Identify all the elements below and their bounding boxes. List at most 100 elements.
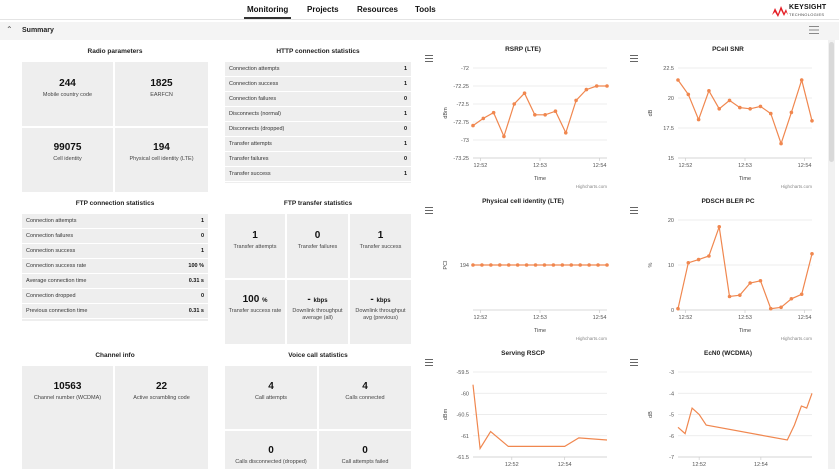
data-point bbox=[768, 306, 773, 311]
scrollbar[interactable] bbox=[828, 40, 835, 469]
y-tick-label: -3 bbox=[669, 370, 674, 376]
stat-label: Transfer failures bbox=[229, 156, 269, 162]
x-tick-label: 12:54 bbox=[593, 315, 607, 321]
stat-row: Connection success 1 bbox=[22, 244, 208, 259]
chart-plot: 194 PCI 12:52 12:53 12:54 Time Highcharts.com bbox=[443, 260, 609, 341]
data-point bbox=[789, 110, 794, 115]
tab-resources[interactable]: Resources bbox=[357, 5, 398, 14]
series-line bbox=[677, 77, 813, 146]
data-point bbox=[727, 294, 732, 299]
data-point bbox=[758, 278, 763, 283]
stat-row: Transfer failures 0 bbox=[225, 152, 411, 167]
chart-title: PCell SNR bbox=[712, 46, 744, 53]
chart-credit: Highcharts.com bbox=[576, 336, 608, 341]
tab-projects[interactable]: Projects bbox=[307, 5, 339, 14]
stat-label: Previous connection time bbox=[26, 308, 88, 314]
x-tick-label: 12:53 bbox=[738, 163, 752, 169]
chart-title: PDSCH BLER PC bbox=[701, 198, 755, 205]
x-tick-label: 12:54 bbox=[558, 462, 572, 468]
chart-menu-icon[interactable] bbox=[630, 207, 638, 214]
menu-bar bbox=[630, 58, 638, 59]
tile-transfer-failures: 0 Transfer failures bbox=[287, 214, 348, 278]
tile-label: Transfer success rate bbox=[228, 308, 282, 314]
ftp-conn-title: FTP connection statistics bbox=[75, 200, 155, 207]
data-point bbox=[686, 92, 691, 97]
data-point bbox=[502, 134, 506, 139]
data-point bbox=[707, 254, 711, 258]
stat-label: Disconnects (normal) bbox=[229, 111, 281, 117]
data-point bbox=[779, 141, 783, 146]
chart-menu-icon[interactable] bbox=[425, 207, 433, 214]
y-tick-label: -7 bbox=[669, 455, 674, 461]
tile-label: Transfer attempts bbox=[233, 244, 277, 250]
tab-tools[interactable]: Tools bbox=[415, 5, 436, 14]
tile-call-attempts: 4 Call attempts bbox=[225, 366, 317, 429]
x-tick-label: 12:54 bbox=[593, 163, 607, 169]
menu-bar bbox=[425, 210, 433, 211]
scrollbar-thumb[interactable] bbox=[829, 42, 834, 162]
data-point bbox=[779, 305, 783, 310]
keysight-logo[interactable]: KEYSIGHT TECHNOLOGIES bbox=[772, 3, 834, 19]
data-point bbox=[594, 84, 599, 88]
y-tick-label: -73 bbox=[461, 138, 469, 144]
tile-value: 1825 bbox=[150, 78, 173, 89]
menu-bar bbox=[425, 207, 433, 208]
tile-value: 4 bbox=[268, 381, 274, 392]
chevron-up-icon[interactable]: ⌃ bbox=[6, 25, 13, 34]
tile-label: Call attempts failed bbox=[341, 459, 389, 465]
y-tick-label: 15 bbox=[668, 156, 674, 162]
y-tick-label: -6 bbox=[669, 434, 674, 440]
stat-value: 0 bbox=[403, 126, 407, 132]
data-point bbox=[533, 263, 538, 267]
chart-plot: 22.5 20 17.5 15 dB 12:52 12:53 12:54 Time Highcha… bbox=[648, 66, 814, 189]
stat-value: 0 bbox=[200, 293, 204, 299]
data-point bbox=[605, 84, 609, 88]
chart-pdsch-bler: PDSCH BLER PC 20 10 0% 12:52 12:53 12:54 Time Hi… bbox=[630, 198, 826, 348]
tile-unit: kbps bbox=[376, 298, 391, 304]
y-tick-label: -59.5 bbox=[456, 370, 469, 376]
ftp-conn-table: Connection attempts 1 Connection failures 0… bbox=[22, 214, 208, 321]
data-point bbox=[717, 224, 722, 229]
y-axis-title: dB bbox=[648, 411, 654, 418]
chart-physical-cell-identity: Physical cell identity (LTE) 194 PCI 12:52 1… bbox=[425, 198, 621, 348]
tile-label: Downlink throughput average (all) bbox=[292, 308, 343, 321]
data-point bbox=[738, 293, 742, 297]
tab-monitoring[interactable]: Monitoring bbox=[243, 5, 292, 19]
logo-text: KEYSIGHT bbox=[789, 4, 827, 11]
stat-row: Transfer attempts 1 bbox=[225, 137, 411, 152]
data-point bbox=[686, 260, 691, 265]
stat-value: 0 bbox=[403, 96, 407, 102]
y-tick-label: 20 bbox=[668, 218, 674, 224]
data-point bbox=[578, 263, 582, 267]
stat-value: 1 bbox=[403, 111, 407, 117]
chart-menu-icon[interactable] bbox=[425, 55, 433, 62]
tile-value: 4 bbox=[362, 381, 368, 392]
y-axis-title: PCI bbox=[443, 260, 449, 270]
tile-label: Downlink throughput avg (previous) bbox=[355, 308, 406, 321]
chart-menu-icon[interactable] bbox=[630, 55, 638, 62]
menu-bar bbox=[630, 362, 638, 363]
data-point bbox=[696, 117, 701, 122]
y-tick-label: -60 bbox=[461, 391, 469, 397]
tile-label: EARFCN bbox=[150, 92, 173, 98]
tile-calls-connected: 4 Calls connected bbox=[319, 366, 411, 429]
chart-menu-icon[interactable] bbox=[425, 359, 433, 366]
top-nav: Monitoring Projects Resources Tools KEYS… bbox=[0, 0, 839, 20]
menu-bar bbox=[425, 365, 433, 366]
data-point bbox=[533, 113, 537, 117]
drag-handle-icon[interactable] bbox=[809, 26, 819, 34]
data-point bbox=[574, 98, 578, 103]
data-point bbox=[789, 296, 794, 301]
data-point bbox=[748, 107, 752, 111]
summary-bar[interactable]: ⌃ Summary bbox=[0, 22, 839, 40]
data-point bbox=[810, 119, 814, 123]
http-stats-table: Connection attempts 1 Connection success 1 C… bbox=[225, 62, 411, 183]
http-stats-title: HTTP connection statistics bbox=[276, 48, 360, 55]
chart-menu-icon[interactable] bbox=[630, 359, 638, 366]
chart-credit: Highcharts.com bbox=[576, 184, 608, 189]
x-tick-label: 12:53 bbox=[533, 163, 547, 169]
y-tick-label: -72.25 bbox=[453, 84, 469, 90]
stat-label: Connection failures bbox=[26, 233, 74, 239]
tile-channel-number: 10563 Channel number (WCDMA) bbox=[22, 366, 113, 469]
stat-row: Connection failures 0 bbox=[22, 229, 208, 244]
